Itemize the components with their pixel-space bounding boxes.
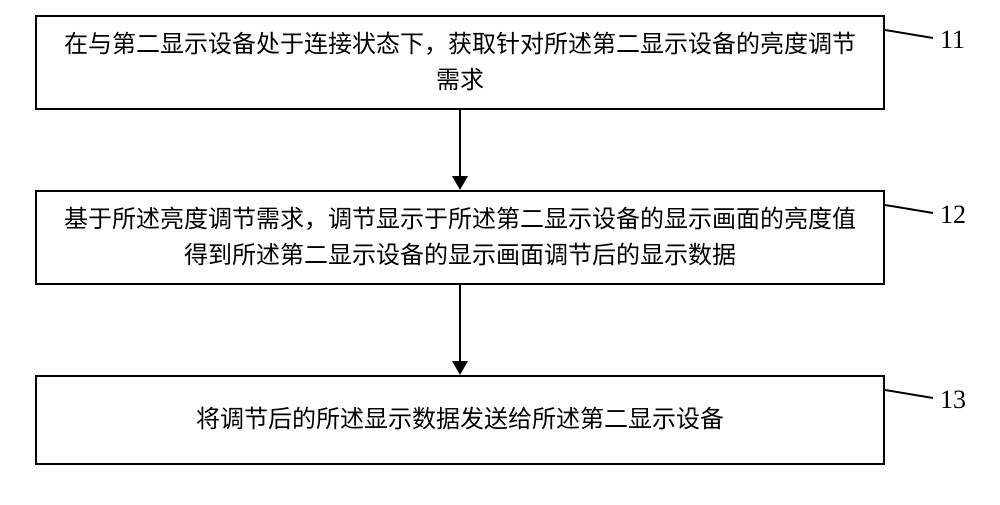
node-1-text: 在与第二显示设备处于连接状态下，获取针对所述第二显示设备的亮度调节需求 — [57, 27, 863, 99]
node-1-label: 11 — [940, 25, 965, 55]
arrow-1-2-head — [452, 176, 468, 190]
node-2-label: 12 — [940, 200, 966, 230]
flowchart-node-3: 将调节后的所述显示数据发送给所述第二显示设备 — [35, 375, 885, 465]
arrow-1-2-line — [459, 110, 461, 176]
node-3-text: 将调节后的所述显示数据发送给所述第二显示设备 — [196, 402, 724, 438]
connector-2 — [885, 195, 940, 225]
arrow-2-3-line — [459, 285, 461, 361]
flowchart-node-1: 在与第二显示设备处于连接状态下，获取针对所述第二显示设备的亮度调节需求 — [35, 15, 885, 110]
connector-1 — [885, 20, 940, 50]
flowchart-node-2: 基于所述亮度调节需求，调节显示于所述第二显示设备的显示画面的亮度值得到所述第二显… — [35, 190, 885, 285]
arrow-2-3-head — [452, 361, 468, 375]
node-2-text: 基于所述亮度调节需求，调节显示于所述第二显示设备的显示画面的亮度值得到所述第二显… — [57, 202, 863, 274]
connector-3 — [885, 380, 940, 410]
node-3-label: 13 — [940, 385, 966, 415]
